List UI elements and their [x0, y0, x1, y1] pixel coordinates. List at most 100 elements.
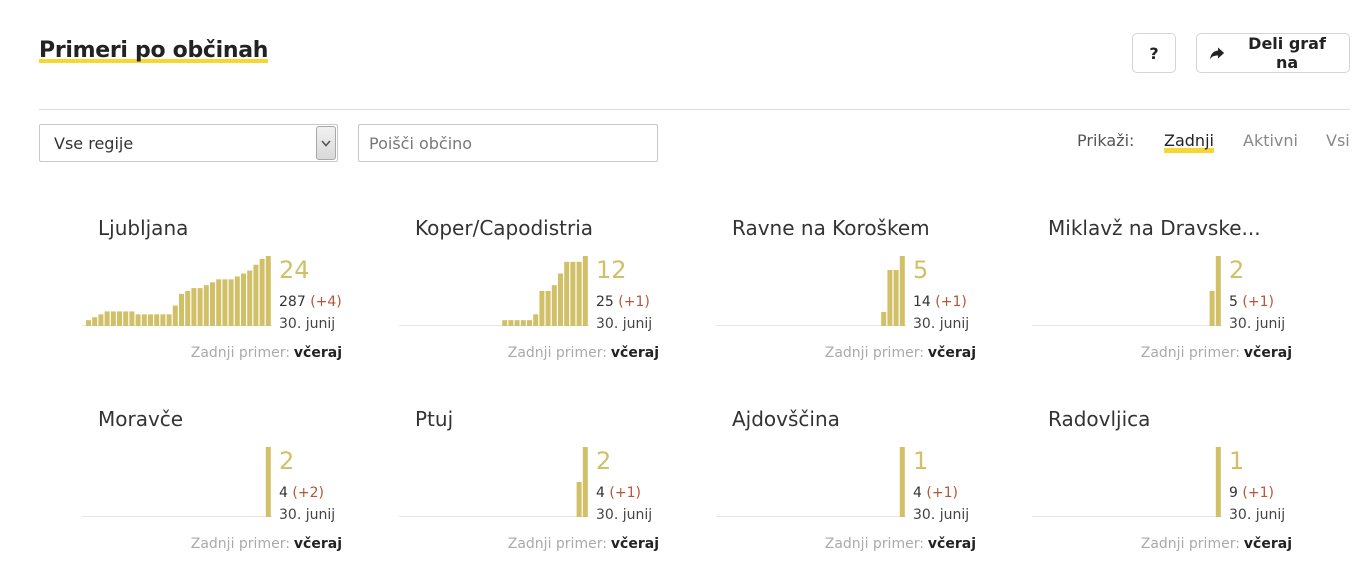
- municipality-card[interactable]: Ravne na Koroškem 5 14 (+1) 30. junij Zadnji…: [716, 216, 976, 376]
- sparkline-bar: [881, 312, 887, 326]
- sparkline-bar: [234, 276, 240, 326]
- current-active-count: 2: [279, 447, 295, 475]
- municipality-name[interactable]: Radovljica: [1048, 407, 1151, 431]
- last-case-value: včeraj: [610, 345, 659, 361]
- share-button[interactable]: Deli graf na: [1196, 33, 1350, 73]
- total-delta: (+2): [292, 485, 324, 501]
- total-count: 4: [596, 485, 605, 501]
- last-case-value: včeraj: [1243, 536, 1292, 552]
- sparkline-bar: [98, 314, 104, 326]
- municipality-card[interactable]: Radovljica 1 9 (+1) 30. junij Zadnji primer:…: [1032, 407, 1292, 567]
- sparkline-bar: [104, 311, 110, 326]
- last-case-value: včeraj: [927, 345, 976, 361]
- total-count: 4: [913, 485, 922, 501]
- sparkline-bar: [241, 273, 246, 326]
- municipality-name[interactable]: Moravče: [98, 407, 184, 431]
- data-date: 30. junij: [279, 316, 336, 332]
- sparkline-bar: [1215, 256, 1221, 326]
- data-date: 30. junij: [913, 316, 970, 332]
- current-active-count: 5: [913, 256, 929, 284]
- sparkline-bar: [265, 447, 271, 517]
- last-case-value: včeraj: [610, 536, 659, 552]
- sparkline-chart: [399, 256, 589, 326]
- sparkline-chart: [1032, 256, 1222, 326]
- sparkline-bar: [570, 261, 576, 326]
- municipality-card[interactable]: Ptuj 2 4 (+1) 30. junij Zadnji primer: včeraj: [399, 407, 659, 567]
- sparkline-bar: [582, 447, 588, 517]
- total-delta: (+4): [310, 294, 342, 310]
- total-cases: 4 (+1): [913, 485, 958, 501]
- municipality-name[interactable]: Ljubljana: [98, 216, 189, 240]
- region-select[interactable]: Vse regije: [39, 124, 338, 162]
- sparkline-chart: [1032, 447, 1222, 517]
- total-cases: 4 (+1): [596, 485, 641, 501]
- sparkline-bar: [86, 320, 91, 326]
- page-title: Primeri po občinah: [39, 38, 269, 65]
- municipality-name[interactable]: Ptuj: [415, 407, 454, 431]
- sparkline-bar: [514, 320, 520, 326]
- last-case-label: Zadnji primer:: [824, 345, 924, 361]
- sparkline-bar: [166, 314, 172, 326]
- sparkline-bar: [582, 256, 588, 326]
- municipality-card[interactable]: Moravče 2 4 (+2) 30. junij Zadnji primer: vče…: [82, 407, 342, 567]
- last-case-value: včeraj: [927, 536, 976, 552]
- show-option-zadnji[interactable]: Zadnji: [1164, 131, 1214, 153]
- sparkline-bar: [228, 279, 234, 326]
- header-divider: [39, 109, 1350, 110]
- municipality-search-input[interactable]: [358, 124, 658, 162]
- region-select-value: Vse regije: [54, 134, 134, 153]
- municipality-card[interactable]: Ajdovščina 1 4 (+1) 30. junij Zadnji primer:…: [716, 407, 976, 567]
- total-cases: 4 (+2): [279, 485, 324, 501]
- total-count: 9: [1229, 485, 1238, 501]
- total-count: 5: [1229, 294, 1238, 310]
- last-case-label: Zadnji primer:: [507, 345, 607, 361]
- sparkline-bar: [533, 314, 539, 326]
- sparkline-bar: [564, 261, 570, 326]
- last-case-label: Zadnji primer:: [190, 536, 290, 552]
- municipality-name[interactable]: Miklavž na Dravske...: [1048, 216, 1261, 240]
- sparkline-chart: [82, 447, 272, 517]
- last-case-info: Zadnji primer: včeraj: [1141, 345, 1292, 361]
- sparkline-bar: [179, 293, 184, 326]
- sparkline-bar: [558, 273, 563, 326]
- show-option-vsi[interactable]: Vsi: [1326, 131, 1350, 150]
- municipality-card[interactable]: Ljubljana 24 287 (+4) 30. junij Zadnji prime…: [82, 216, 342, 376]
- municipality-name[interactable]: Ravne na Koroškem: [732, 216, 930, 240]
- sparkline-chart: [399, 447, 589, 517]
- last-case-info: Zadnji primer: včeraj: [825, 345, 976, 361]
- current-active-count: 1: [913, 447, 929, 475]
- sparkline-bar: [520, 320, 526, 326]
- total-cases: 14 (+1): [913, 294, 967, 310]
- sparkline-bar: [539, 291, 545, 326]
- data-date: 30. junij: [1229, 316, 1286, 332]
- total-delta: (+1): [1242, 485, 1274, 501]
- sparkline-bar: [265, 256, 271, 326]
- sparkline-bar: [253, 264, 259, 326]
- data-date: 30. junij: [596, 507, 653, 523]
- last-case-info: Zadnji primer: včeraj: [825, 536, 976, 552]
- municipality-name[interactable]: Koper/Capodistria: [415, 216, 594, 240]
- last-case-value: včeraj: [293, 536, 342, 552]
- last-case-value: včeraj: [1243, 345, 1292, 361]
- sparkline-bar: [110, 311, 116, 326]
- sparkline-bar: [502, 320, 508, 326]
- sparkline-bar: [1215, 447, 1221, 517]
- last-case-label: Zadnji primer:: [1140, 536, 1240, 552]
- sparkline-bar: [576, 261, 582, 326]
- show-option-aktivni[interactable]: Aktivni: [1243, 131, 1298, 150]
- sparkline-bar: [887, 270, 893, 326]
- total-delta: (+1): [926, 485, 958, 501]
- total-count: 4: [279, 485, 288, 501]
- data-date: 30. junij: [596, 316, 653, 332]
- chevron-down-icon[interactable]: [316, 126, 336, 160]
- sparkline-bar: [160, 314, 166, 326]
- municipality-card[interactable]: Miklavž na Dravske... 2 5 (+1) 30. junij Zad…: [1032, 216, 1292, 376]
- last-case-label: Zadnji primer:: [824, 536, 924, 552]
- municipality-name[interactable]: Ajdovščina: [732, 407, 840, 431]
- last-case-info: Zadnji primer: včeraj: [508, 345, 659, 361]
- sparkline-bar: [92, 317, 98, 326]
- sparkline-bar: [197, 288, 203, 326]
- municipality-card[interactable]: Koper/Capodistria 12 25 (+1) 30. junij Zadnj…: [399, 216, 659, 376]
- help-button[interactable]: ?: [1132, 33, 1176, 73]
- sparkline-bar: [210, 282, 215, 326]
